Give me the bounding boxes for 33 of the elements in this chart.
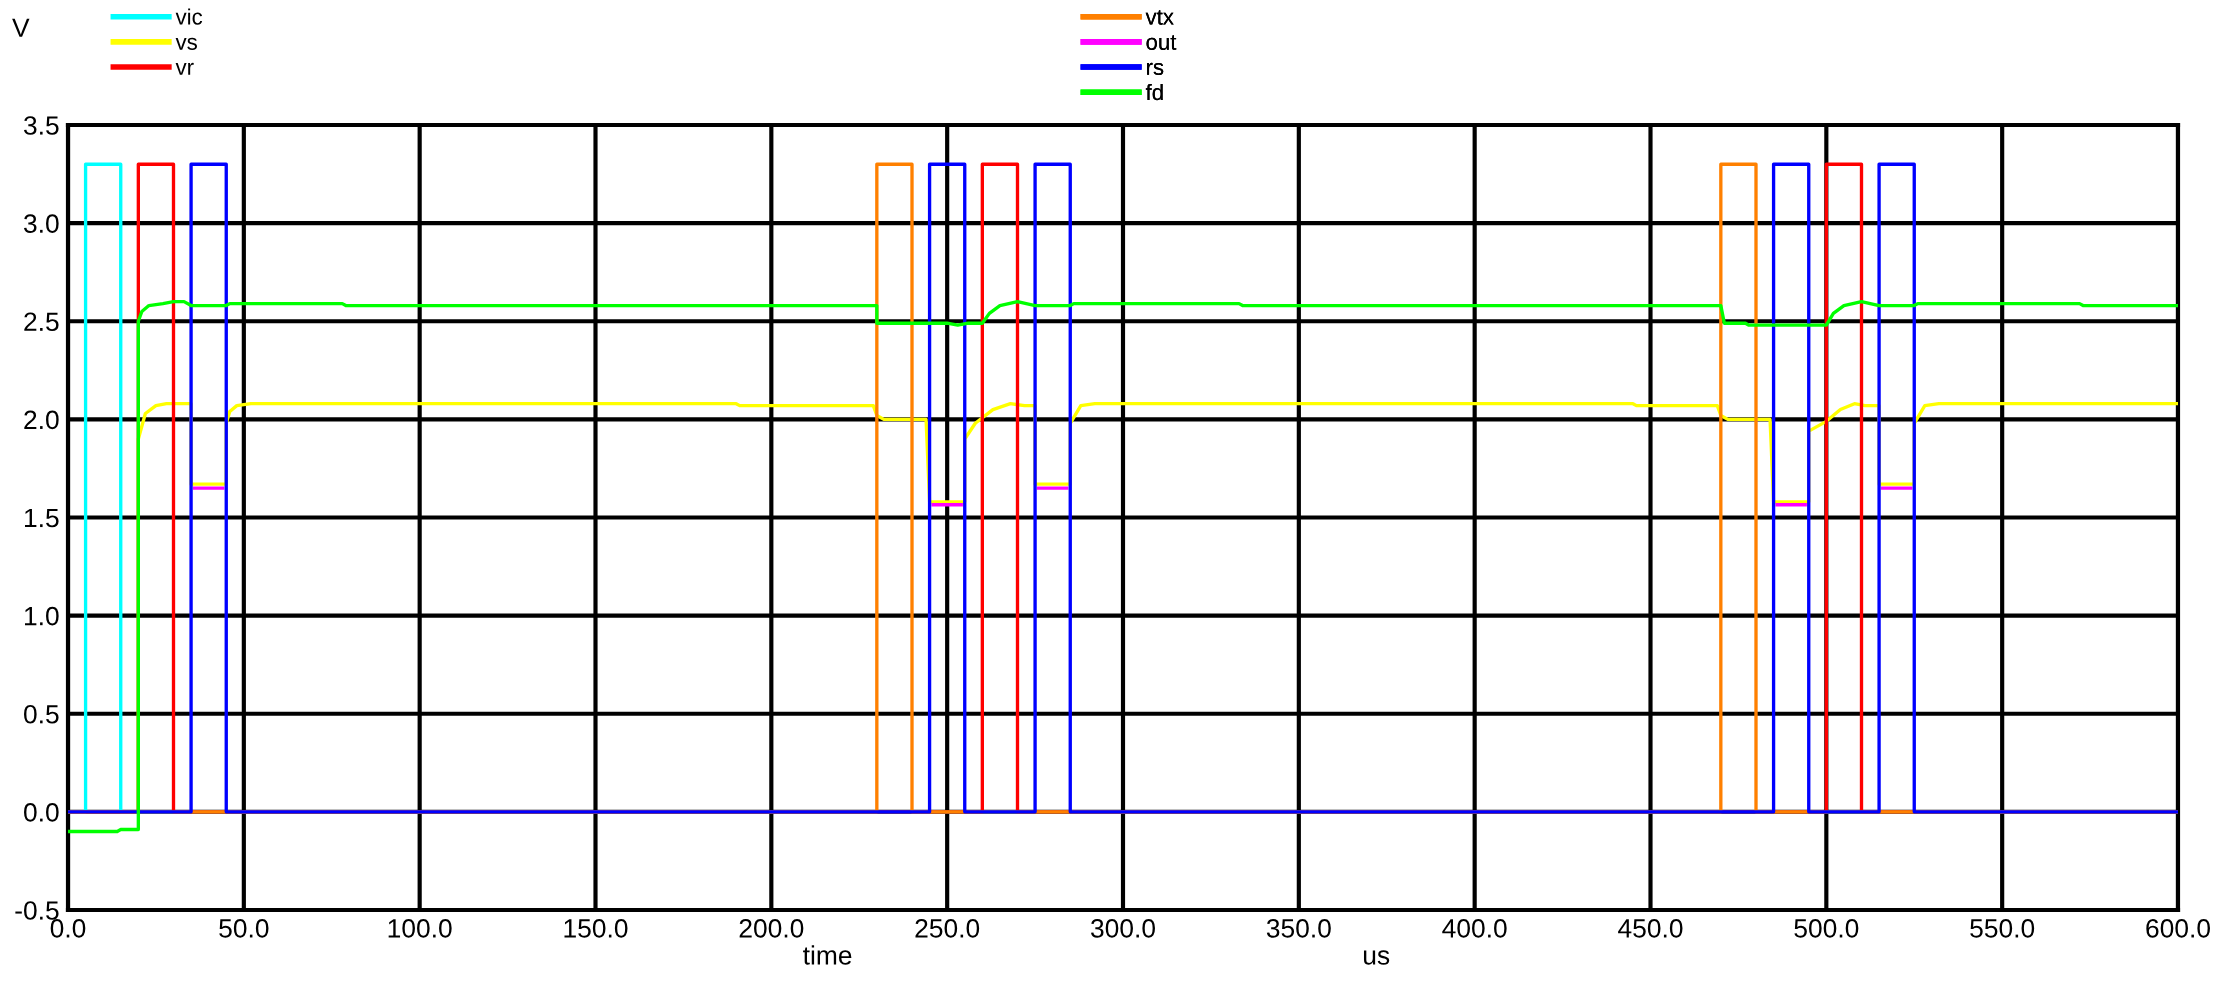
y-tick-label: -0.5 xyxy=(15,901,59,920)
legend-label: rs xyxy=(1147,62,1164,76)
x-tick-label: 300.0 xyxy=(1090,919,1155,938)
y-tick-label: 3.0 xyxy=(23,214,59,233)
x-tick-label: 450.0 xyxy=(1618,919,1683,938)
line-series xyxy=(68,299,2178,834)
x-tick-label: 0.0 xyxy=(50,919,86,938)
x-tick-label: 100.0 xyxy=(388,919,452,938)
y-tick-label: 1.0 xyxy=(25,606,59,626)
text: us xyxy=(1363,950,1390,965)
y-tick-label: 0.5 xyxy=(24,704,59,724)
y-tick-label: 1.5 xyxy=(25,508,59,528)
y-tick-label: 0.0 xyxy=(24,803,59,822)
y-tick-label: 2.5 xyxy=(24,312,59,332)
x-tick-label: 250.0 xyxy=(915,919,980,938)
x-tick-label: 150.0 xyxy=(564,919,628,938)
x-tick-label: 600.0 xyxy=(2146,919,2210,938)
legend-label: vs xyxy=(175,37,197,50)
x-tick-label: 550.0 xyxy=(1970,919,2035,938)
y-tick-label: 3.5 xyxy=(23,116,59,135)
legend-label: vtx xyxy=(1145,10,1174,25)
legend-label: vr xyxy=(175,62,194,75)
y-axis-title: V xyxy=(12,18,30,37)
x-tick-label: 50.0 xyxy=(219,919,269,938)
y-tick-label: 2.0 xyxy=(24,410,59,430)
x-tick-label: 500.0 xyxy=(1794,919,1859,938)
legend-label: out xyxy=(1146,35,1177,50)
x-tick-label: 200.0 xyxy=(739,919,804,938)
x-axis-title: time xyxy=(803,945,852,965)
x-tick-label: 400.0 xyxy=(1442,919,1507,938)
x-tick-label: 350.0 xyxy=(1266,919,1331,938)
legend-label: vic xyxy=(175,8,203,25)
legend-label: fd xyxy=(1145,83,1163,101)
